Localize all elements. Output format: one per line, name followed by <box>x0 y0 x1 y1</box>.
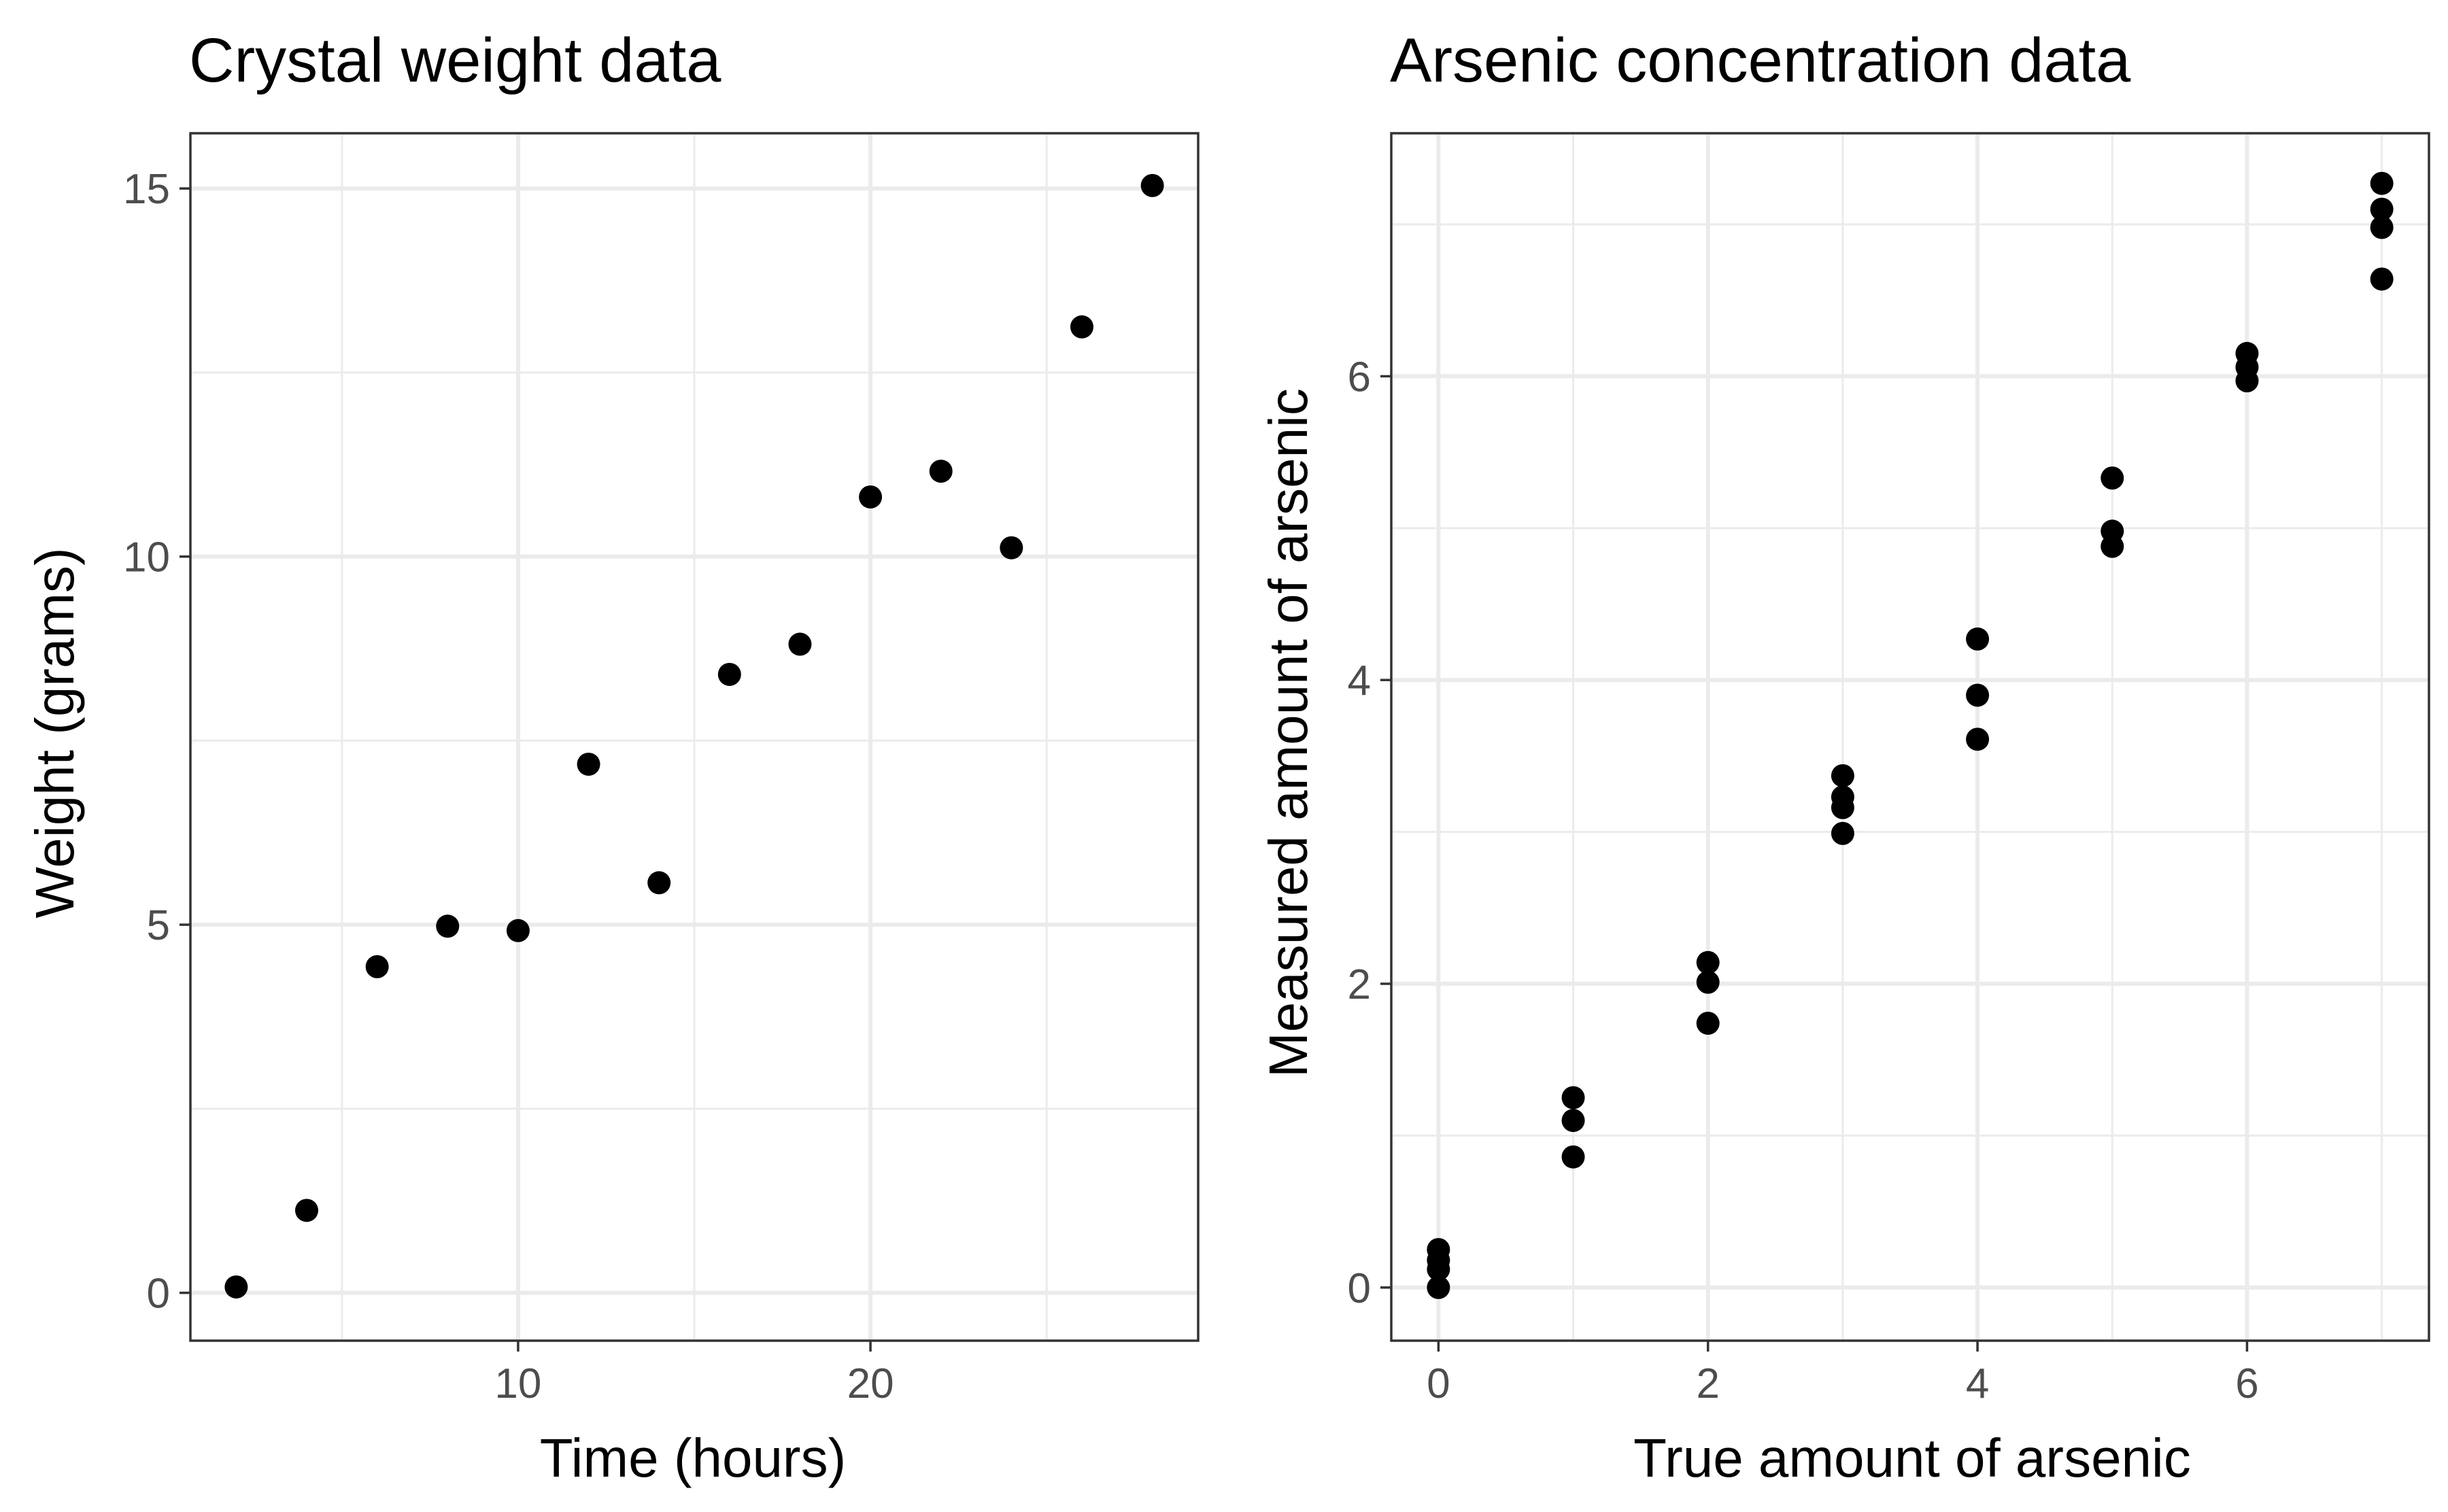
crystal-weight-point <box>577 753 600 776</box>
arsenic-concentration-point <box>1696 950 1720 974</box>
arsenic-concentration-point <box>1831 763 1854 787</box>
arsenic-concentration-point <box>1561 1145 1585 1169</box>
crystal-weight-point <box>436 914 460 938</box>
crystal-weight-point <box>506 918 530 942</box>
crystal-weight-panel-border <box>189 132 1200 1342</box>
arsenic-concentration-point <box>2370 216 2394 239</box>
crystal-weight-y-axis-title: Weight (grams) <box>24 547 85 918</box>
arsenic-concentration-point <box>2370 197 2394 221</box>
crystal-weight-point <box>1140 173 1164 197</box>
arsenic-concentration-point <box>1696 970 1720 994</box>
arsenic-concentration-panel: Arsenic concentration data 0 2 4 6 0 2 4 6 True… <box>1258 26 2430 1488</box>
crystal-weight-point <box>365 955 389 978</box>
crystal-weight-title: Crystal weight data <box>189 26 721 95</box>
arsenic-concentration-title: Arsenic concentration data <box>1390 26 2131 95</box>
crystal-weight-point <box>717 662 741 686</box>
arsenic-concentration-panel-border <box>1390 132 2430 1342</box>
arsenic-concentration-point <box>1966 683 1990 707</box>
crystal-weight-panel: Crystal weight data 10 20 0 5 10 15 Time (hou… <box>24 26 1200 1488</box>
arsenic-concentration-point <box>1561 1086 1585 1110</box>
crystal-weight-grid <box>190 133 1198 1341</box>
crystal-weight-point <box>295 1199 318 1222</box>
arsenic-concentration-point <box>2101 466 2124 490</box>
arsenic-concentration-point <box>1966 627 1990 651</box>
arsenic-concentration-point <box>1831 785 1854 809</box>
crystal-weight-point <box>1000 536 1023 560</box>
arsenic-concentration-ticks: 0 2 4 6 0 2 4 6 <box>1348 354 2259 1407</box>
arsenic-concentration-x-tick-label: 4 <box>1966 1360 1989 1407</box>
crystal-weight-point <box>1070 315 1093 339</box>
crystal-weight-points <box>224 173 1164 1299</box>
crystal-weight-point <box>929 460 953 483</box>
arsenic-concentration-y-tick-label: 4 <box>1348 657 1371 704</box>
arsenic-concentration-point <box>2101 519 2124 543</box>
crystal-weight-x-tick-label: 10 <box>494 1360 541 1407</box>
crystal-weight-y-tick-label: 10 <box>123 534 170 581</box>
crystal-weight-y-tick-label: 15 <box>123 166 170 213</box>
arsenic-concentration-x-axis-title: True amount of arsenic <box>1633 1428 2191 1488</box>
arsenic-concentration-x-tick-label: 0 <box>1427 1360 1450 1407</box>
arsenic-concentration-point <box>1966 727 1990 751</box>
arsenic-concentration-point <box>1427 1237 1450 1261</box>
arsenic-concentration-points <box>1427 171 2394 1299</box>
arsenic-concentration-point <box>2370 171 2394 195</box>
crystal-weight-point <box>788 632 812 656</box>
arsenic-concentration-point <box>1696 1012 1720 1035</box>
arsenic-concentration-y-tick-label: 6 <box>1348 354 1371 400</box>
arsenic-concentration-point <box>2370 267 2394 291</box>
arsenic-concentration-y-tick-label: 0 <box>1348 1265 1371 1312</box>
crystal-weight-y-tick-label: 5 <box>147 902 170 949</box>
arsenic-concentration-point <box>1427 1275 1450 1299</box>
arsenic-concentration-x-tick-label: 6 <box>2235 1360 2258 1407</box>
arsenic-concentration-x-tick-label: 2 <box>1696 1360 1719 1407</box>
crystal-weight-x-axis-title: Time (hours) <box>540 1428 846 1488</box>
crystal-weight-point <box>647 871 671 895</box>
crystal-weight-point <box>224 1275 248 1299</box>
arsenic-concentration-point <box>1831 821 1854 845</box>
crystal-weight-y-tick-label: 0 <box>147 1271 170 1318</box>
arsenic-concentration-y-tick-label: 2 <box>1348 961 1371 1008</box>
arsenic-concentration-point <box>2235 341 2259 365</box>
crystal-weight-x-tick-label: 20 <box>847 1360 894 1407</box>
crystal-weight-point <box>859 485 883 509</box>
arsenic-concentration-y-axis-title: Measured amount of arsenic <box>1258 388 1319 1078</box>
arsenic-concentration-grid <box>1391 133 2429 1341</box>
arsenic-concentration-point <box>1561 1109 1585 1133</box>
crystal-weight-ticks: 10 20 0 5 10 15 <box>123 166 894 1407</box>
